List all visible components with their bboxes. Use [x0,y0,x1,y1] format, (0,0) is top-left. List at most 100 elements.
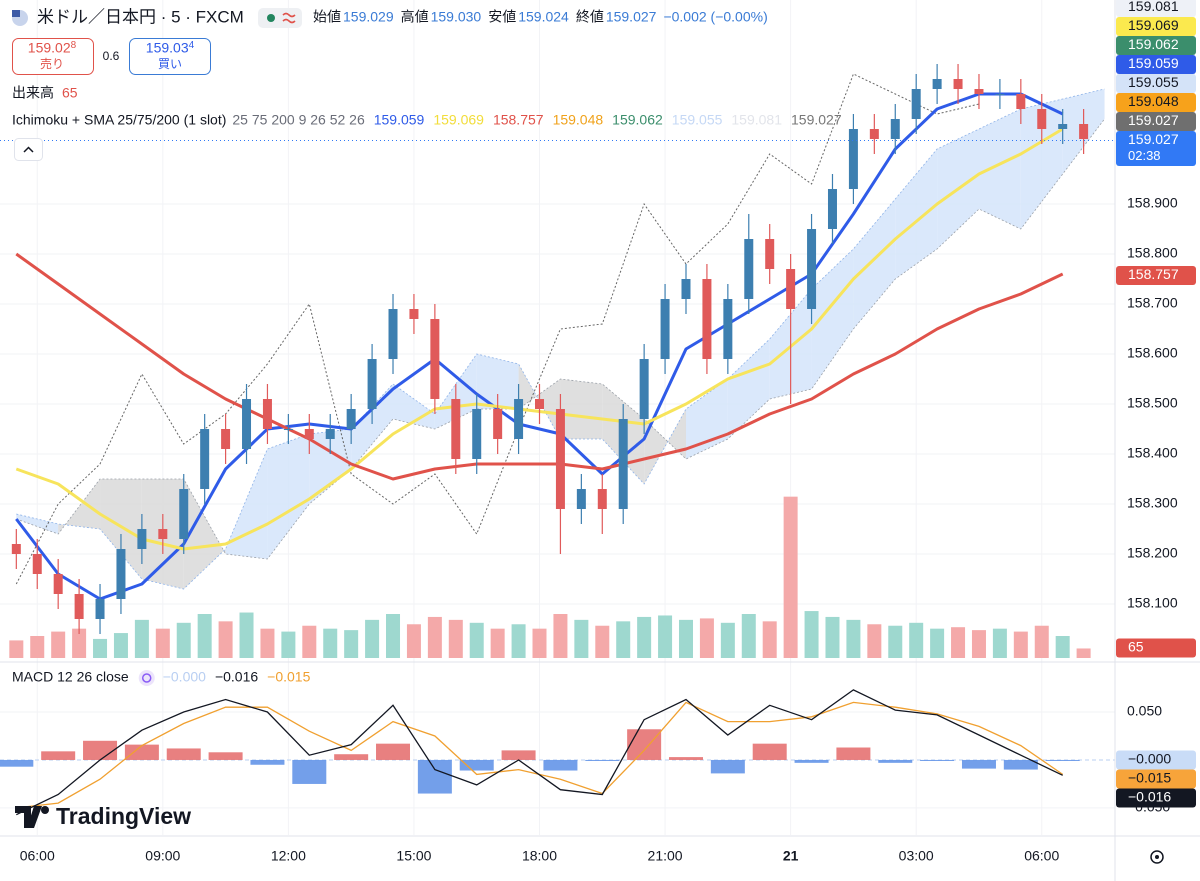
volume-bar [930,628,945,658]
cloud [16,514,59,534]
volume-bar [30,636,45,658]
sell-button[interactable] [12,38,94,75]
cloud [267,434,310,559]
candle-body [179,489,189,539]
ohlc-label: 終値 [576,9,604,25]
volume-bar [51,631,66,658]
macd-value: −0.016 [215,669,258,685]
histogram-bar [292,759,327,784]
indicator-value: 158.757 [493,112,544,128]
price-badge [1116,93,1196,112]
y-tick-label: 158.500 [1127,395,1178,411]
x-tick-label: 21:00 [648,848,683,864]
candle-body [1037,109,1047,129]
volume-bar [323,628,338,658]
candle-body [346,409,356,429]
volume-bar [720,622,735,658]
candle-body [283,429,293,430]
macd-value: −0.000 [163,669,206,685]
price-badge-label: 159.048 [1128,93,1179,109]
collapse-button[interactable] [14,138,43,161]
macd-line [16,689,1063,816]
price-badge-label: 159.059 [1128,55,1179,71]
indicator-value: 159.062 [612,112,663,128]
histogram-bar [334,754,369,760]
volume-bar [1055,636,1070,658]
candle-body [493,409,503,439]
logo-mark [41,806,49,814]
y-tick-label: 0.050 [1127,703,1162,719]
ohlc-label: 始値 [313,9,341,25]
histogram-bar [961,759,996,769]
moving-average [15,252,1064,481]
histogram-bar [166,748,201,760]
macd-name: MACD 12 26 close [12,669,129,685]
candle-body [367,359,377,409]
cloud [1020,99,1063,229]
volume-bar [658,615,673,658]
volume-bar [72,628,87,658]
x-tick-label: 21 [783,848,799,864]
volume-bar [971,630,986,658]
settings-icon [1155,855,1159,859]
y-tick-label: 158.100 [1127,595,1178,611]
y-tick-label: 158.900 [1127,195,1178,211]
candle-body [555,409,565,509]
volume-bar [197,614,212,658]
histogram-bar [710,759,745,774]
candle-body [869,129,879,139]
histogram-bar [501,750,536,760]
histogram-bar [585,759,620,761]
candle-body [723,299,733,359]
volume-bar [637,616,652,658]
cloud [225,449,268,559]
cloud [476,354,519,409]
histogram-bar [376,743,411,760]
volume-value: 65 [62,85,78,101]
cloud [895,149,938,279]
candle-body [890,119,900,139]
logo: TradingView [56,803,191,829]
volume-bar [574,619,589,658]
histogram-bar [208,752,243,760]
volume-bar [762,621,777,658]
volume-bar [616,621,631,658]
histogram-bar [1003,759,1038,770]
candle-body [221,429,231,449]
volume-bar [992,628,1007,658]
symbol[interactable]: 米ドル／日本円 · 5 · FXCM [37,7,244,26]
macd-badge-label: −0.015 [1128,770,1171,786]
histogram-bar [836,747,871,760]
countdown: 02:38 [1128,148,1161,163]
histogram-bar [41,751,76,760]
buy-button[interactable] [129,38,211,75]
x-tick-label: 06:00 [1024,848,1059,864]
candle-body [597,489,607,509]
x-tick-label: 18:00 [522,848,557,864]
volume-bar [344,630,359,658]
candle-body [1058,124,1068,129]
indicator-value: 159.048 [553,112,604,128]
candle-body [158,529,168,539]
x-tick-label: 06:00 [20,848,55,864]
delayed-icon [282,12,296,24]
macd-badge-label: −0.000 [1128,751,1171,767]
histogram-bar [250,759,285,765]
volume-bar [386,614,401,658]
candle-body [409,309,419,319]
volume-bar [867,624,882,658]
candle-body [639,359,649,419]
candle-body [786,269,796,309]
histogram-bar [0,759,34,767]
candle-body [807,229,817,309]
candle-body [304,429,314,439]
price-badge [1116,112,1196,131]
cloud [853,199,896,329]
settings-icon[interactable] [1150,850,1164,864]
candle-body [995,94,1005,95]
candle-body [11,544,21,554]
candle-body [660,299,670,359]
status-icons[interactable] [258,8,302,28]
cloud [100,479,142,579]
